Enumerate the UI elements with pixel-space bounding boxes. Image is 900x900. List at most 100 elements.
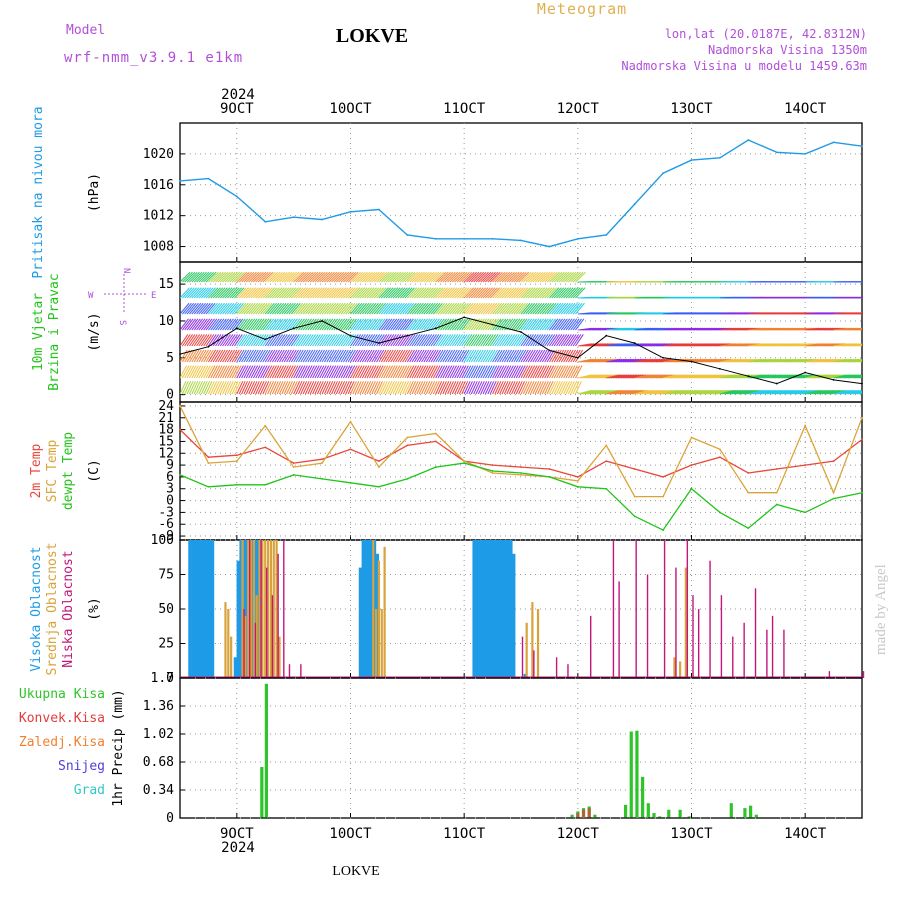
- wind-barb: [184, 349, 193, 363]
- wind-barb: [226, 302, 237, 315]
- wind-barb: [567, 365, 576, 379]
- y-axis-label: Visoka Oblacnost: [29, 546, 44, 671]
- wind-barb: [383, 287, 394, 299]
- pressure-line-point: [406, 234, 409, 236]
- wind-barb: [421, 287, 432, 299]
- wind-barb: [404, 271, 416, 283]
- wind-barb: [574, 365, 583, 379]
- wind-barb: [305, 349, 314, 363]
- y-tick-label: 100: [151, 533, 174, 548]
- temp-line-2-point: [292, 474, 295, 476]
- wind-barb: [527, 349, 536, 363]
- wind-barb: [203, 287, 214, 299]
- wind-barb: [352, 318, 362, 331]
- wind-barb: [321, 365, 330, 379]
- wind-barb: [248, 302, 259, 315]
- y-tick-label: -3: [158, 505, 174, 520]
- wind-barb: [245, 349, 254, 363]
- wind-barb: [499, 318, 509, 331]
- wind-barb: [286, 302, 296, 315]
- wind-barb: [440, 302, 450, 315]
- wind-barb: [541, 271, 553, 283]
- wind-barb: [191, 271, 203, 283]
- wind-barb: [470, 381, 478, 395]
- wind-barb: [307, 365, 315, 379]
- wind-barb: [643, 389, 658, 395]
- wind-barb: [738, 389, 753, 395]
- wind-barb: [326, 271, 338, 283]
- wind-barb: [314, 349, 323, 363]
- wind-barb: [180, 318, 189, 331]
- wind-barb: [482, 271, 494, 283]
- wind-barb: [352, 381, 360, 395]
- wind-barb: [641, 389, 656, 395]
- wind-barb: [359, 271, 371, 283]
- wind-barb: [231, 318, 241, 331]
- wind-barb: [271, 287, 283, 299]
- wind-barb: [338, 334, 347, 347]
- wind-barb: [522, 381, 530, 395]
- wind-barb: [456, 318, 466, 331]
- wind-barb: [580, 389, 594, 395]
- wind-barb: [345, 287, 356, 299]
- wind-barb: [513, 271, 525, 283]
- wind-barb: [359, 334, 369, 347]
- wind-barb: [274, 349, 283, 363]
- wind-barb: [212, 349, 221, 363]
- cloud-bar-2: [618, 581, 620, 678]
- wind-barb: [333, 365, 341, 379]
- wind-barb: [496, 287, 508, 299]
- wind-barb: [480, 318, 490, 331]
- wind-barb: [527, 271, 539, 283]
- wind-barb: [331, 287, 342, 299]
- wind-barb: [558, 318, 568, 331]
- wind-barb: [378, 349, 387, 363]
- wind-barb: [222, 287, 233, 299]
- wind-barb: [520, 287, 531, 299]
- wind-barb: [207, 302, 218, 315]
- wind-barb: [525, 365, 533, 379]
- wind-barb: [565, 334, 575, 347]
- wind-barb: [537, 318, 547, 331]
- wind-barb: [423, 287, 434, 299]
- wind-barb: [295, 349, 304, 363]
- cloud-bar-2: [260, 540, 262, 678]
- wind-barb: [357, 287, 368, 299]
- wind-barb: [366, 381, 374, 395]
- wind-barb: [574, 381, 582, 395]
- wind-barb: [326, 334, 336, 347]
- wind-barb: [222, 381, 230, 395]
- wind-barb: [373, 318, 384, 331]
- wind-barb: [369, 287, 380, 299]
- wind-barb: [257, 271, 269, 283]
- wind-barb: [278, 349, 288, 363]
- temp-line-1-point: [861, 416, 863, 419]
- wind-barb: [383, 349, 392, 363]
- wind-barb: [712, 389, 727, 395]
- wind-barb: [248, 318, 258, 331]
- wind-barb: [684, 389, 699, 395]
- wind-barb: [444, 365, 453, 379]
- wind-barb: [264, 271, 276, 283]
- wind-barb: [281, 271, 293, 283]
- wind-barb: [399, 287, 411, 299]
- wind-barb: [496, 271, 508, 283]
- cloud-bar-2: [663, 540, 666, 678]
- wind-barb: [658, 389, 673, 395]
- wind-barb: [532, 334, 542, 347]
- wind-barb: [506, 271, 518, 283]
- wind-barb: [655, 389, 670, 395]
- cloud-bar-2: [266, 567, 268, 678]
- temp-line-1-point: [719, 448, 721, 451]
- wind-barb: [444, 287, 456, 299]
- pressure-line-point: [775, 151, 778, 154]
- wind-barb: [378, 365, 386, 379]
- wind-barb: [233, 349, 243, 363]
- wind-barb: [309, 287, 321, 299]
- wind-barb: [286, 349, 295, 363]
- y-tick-label: 0: [166, 494, 174, 509]
- wind-barb: [333, 287, 344, 299]
- wind-barb: [430, 381, 438, 395]
- wind-speed-line-point: [747, 375, 750, 378]
- wind-barb: [548, 381, 556, 395]
